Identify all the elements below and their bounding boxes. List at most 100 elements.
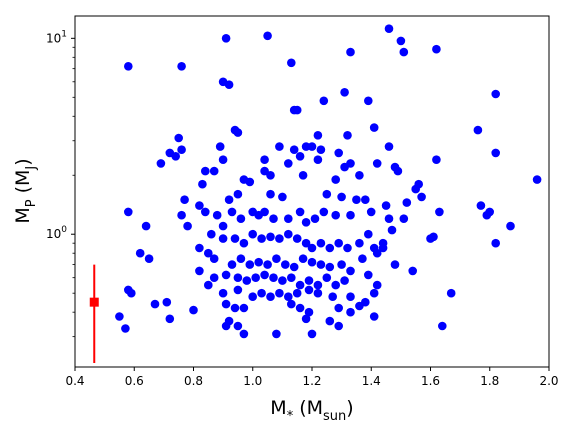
data-point — [251, 273, 260, 283]
data-point — [284, 214, 293, 223]
data-point — [346, 266, 355, 276]
data-point — [301, 314, 311, 324]
data-point — [387, 225, 397, 235]
data-point — [275, 142, 284, 151]
data-point — [156, 159, 166, 168]
data-point — [257, 234, 266, 243]
data-point — [245, 260, 255, 269]
data-point — [355, 238, 364, 248]
data-point — [301, 142, 311, 151]
data-point — [346, 307, 355, 317]
data-point — [331, 210, 341, 220]
data-point — [316, 145, 326, 154]
data-point — [236, 214, 246, 223]
data-point — [260, 207, 269, 217]
data-point — [390, 260, 400, 269]
y-axis-label: MP(MJ) — [12, 158, 39, 223]
data-point — [281, 260, 290, 269]
data-point — [287, 273, 296, 283]
data-point — [298, 171, 308, 180]
data-point — [272, 254, 281, 263]
data-point — [473, 125, 483, 135]
data-point — [369, 123, 379, 132]
data-point — [209, 254, 219, 263]
data-point — [221, 34, 231, 43]
data-point — [307, 243, 317, 253]
data-point — [325, 243, 335, 253]
data-point — [162, 297, 172, 307]
data-point — [284, 292, 293, 302]
data-point — [177, 62, 186, 71]
data-point — [215, 142, 225, 151]
data-point — [242, 276, 252, 285]
data-point — [399, 47, 409, 57]
data-point — [384, 142, 394, 151]
data-point — [233, 189, 243, 199]
data-point — [352, 195, 361, 204]
x-axis-label: M* (Msun) — [270, 397, 353, 424]
data-point — [364, 229, 373, 239]
data-point — [304, 276, 314, 285]
data-point — [257, 288, 266, 298]
data-point — [476, 201, 486, 210]
data-point — [233, 285, 243, 295]
data-point — [334, 303, 344, 313]
data-point — [207, 229, 216, 239]
data-point — [346, 210, 355, 220]
data-point — [218, 288, 228, 298]
data-points — [115, 24, 542, 339]
data-point — [266, 171, 275, 180]
x-tick-label: 1.8 — [480, 374, 499, 388]
data-point — [236, 254, 246, 263]
data-point — [340, 88, 349, 97]
data-point — [218, 221, 228, 231]
data-point — [174, 133, 183, 143]
y-tick-label: 101 — [46, 29, 67, 45]
data-point — [201, 166, 210, 176]
data-point — [337, 260, 346, 269]
x-tick-label: 1.0 — [243, 374, 262, 388]
data-point — [334, 148, 344, 158]
data-point — [275, 288, 284, 298]
data-point — [135, 248, 145, 258]
data-point — [289, 262, 299, 272]
data-point — [313, 131, 323, 140]
data-point — [266, 292, 275, 302]
data-point — [319, 96, 329, 106]
data-point — [408, 266, 418, 276]
data-point — [239, 238, 249, 248]
data-point — [429, 232, 438, 242]
data-point — [411, 184, 421, 194]
x-tick-label: 0.4 — [65, 374, 84, 388]
data-point — [491, 89, 501, 99]
data-point — [337, 192, 346, 202]
data-point — [491, 148, 501, 158]
data-point — [304, 285, 314, 295]
data-point — [328, 292, 338, 302]
data-point — [171, 152, 180, 161]
data-point — [266, 189, 275, 199]
data-point — [124, 207, 133, 217]
data-point — [396, 36, 406, 46]
data-point — [230, 303, 240, 313]
data-point — [204, 280, 213, 290]
data-point — [295, 303, 305, 313]
data-point — [304, 307, 314, 317]
data-point — [177, 210, 186, 220]
data-point — [417, 192, 426, 202]
data-point — [372, 248, 382, 258]
data-point — [292, 288, 302, 298]
data-point — [381, 201, 391, 210]
data-point — [204, 248, 213, 258]
data-point — [141, 221, 151, 231]
data-point — [435, 207, 444, 217]
data-point — [230, 234, 240, 243]
data-point — [189, 305, 198, 315]
data-point — [438, 321, 447, 331]
data-point — [165, 314, 175, 324]
data-point — [183, 221, 192, 231]
data-point — [278, 192, 287, 202]
data-point — [307, 257, 317, 267]
data-point — [364, 96, 373, 106]
data-point — [221, 321, 231, 331]
